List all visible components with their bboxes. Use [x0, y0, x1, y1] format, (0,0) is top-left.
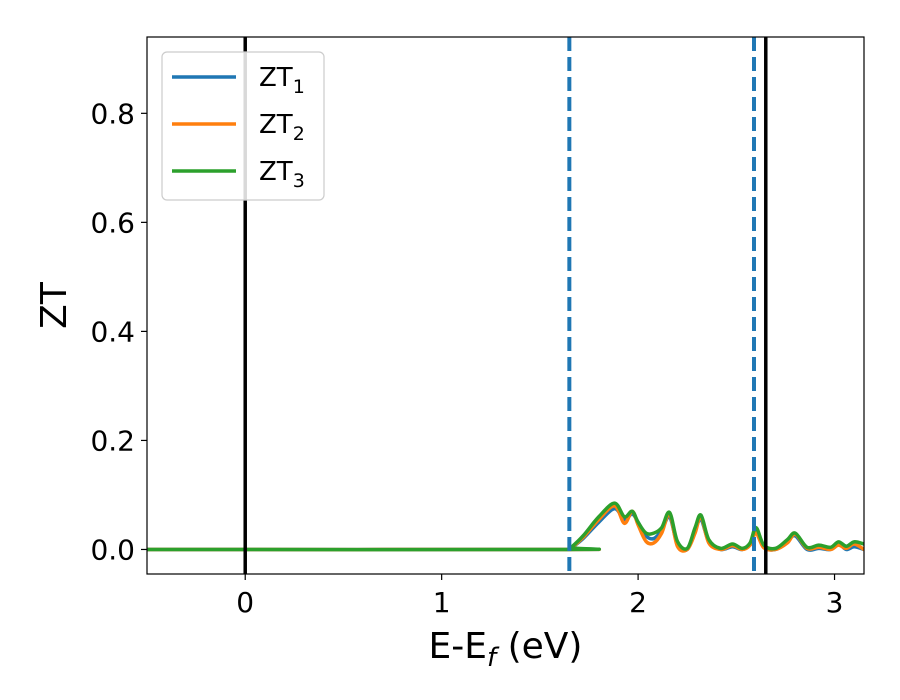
- y-tick-label: 0.6: [90, 206, 135, 239]
- y-tick-label: 0.2: [90, 424, 135, 457]
- axes-frame: [146, 36, 865, 575]
- y-tick-label: 0.4: [90, 315, 135, 348]
- y-axis-label: ZT: [34, 281, 75, 329]
- series-line-zt3: [147, 501, 864, 552]
- legend-label-zt2: ZT2: [259, 110, 305, 145]
- x-tick-label: 0: [236, 586, 254, 619]
- legend-label-zt3: ZT3: [259, 157, 305, 192]
- legend-box: [161, 51, 325, 201]
- y-tick-label: 0.0: [90, 533, 135, 566]
- x-tick-label: 2: [629, 586, 647, 619]
- x-tick-label: 1: [433, 586, 451, 619]
- x-tick-label: 3: [826, 586, 844, 619]
- y-tick-label: 0.8: [90, 97, 135, 130]
- legend-label-zt1: ZT1: [259, 63, 305, 98]
- x-axis-label: E-Ef (eV): [429, 626, 583, 673]
